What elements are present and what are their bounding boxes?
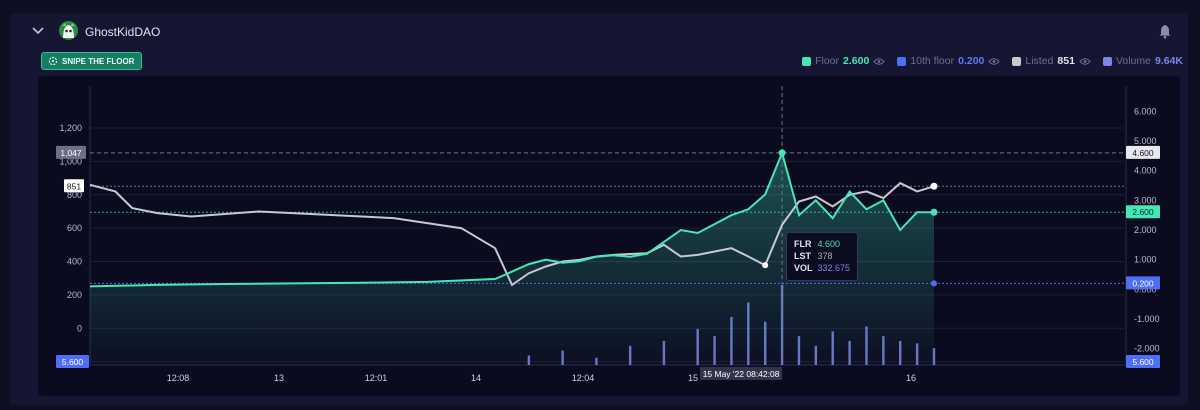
listed-last-marker [930, 182, 938, 190]
eye-icon[interactable] [873, 57, 885, 66]
left-bottom-badge [56, 355, 89, 368]
left-listed-badge-text: 851 [67, 181, 81, 191]
legend-item-floor[interactable]: Floor 2.600 [802, 55, 885, 67]
tenth-last-marker [931, 280, 937, 287]
eye-icon[interactable] [1079, 57, 1091, 66]
right-tick-label: 5.000 [1134, 136, 1157, 146]
chevron-down-icon[interactable] [28, 21, 48, 41]
x-tick-label: 12:08 [167, 373, 190, 383]
left-tick-label: 400 [67, 257, 82, 267]
snipe-label: SNIPE THE FLOOR [62, 56, 135, 66]
left-tick-label: 0 [77, 323, 82, 333]
left-tick-label: 200 [67, 290, 82, 300]
x-tick-label: 12:04 [572, 373, 595, 383]
left-tick-label: 600 [67, 223, 82, 233]
tooltip-row-flr: FLR 4.600 [794, 238, 857, 250]
right-floor-badge-text: 2.600 [1132, 207, 1154, 217]
floor-line [89, 149, 934, 288]
legend-swatch [897, 56, 907, 66]
axis-badges: 1,047 851 5.600 4.600 2.600 0.200 5.600 15 May … [56, 145, 1160, 380]
x-tick-label: 15 [688, 373, 698, 383]
right-tenth-badge [1126, 276, 1160, 290]
collection-logo [59, 21, 78, 40]
snipe-the-floor-button[interactable]: SNIPE THE FLOOR [41, 52, 143, 70]
x-tick-label: 16 [906, 373, 916, 383]
right-peak-badge [1126, 145, 1160, 159]
bell-icon[interactable] [1158, 23, 1172, 39]
crosshair-time-badge-text: 15 May '22 08:42:08 [703, 369, 780, 379]
legend-label: Volume [1115, 55, 1151, 67]
tooltip-value: 332.675 [817, 263, 851, 273]
x-axis: 12:08 13 12:01 14 12:04 15 16 [167, 373, 916, 383]
collection-name[interactable]: GhostKidDAO [85, 25, 161, 39]
legend-swatch [1102, 56, 1112, 66]
legend-swatch [802, 56, 812, 66]
tooltip-row-lst: LST 378 [794, 250, 857, 262]
legend-item-volume[interactable]: Volume 9.64K [1102, 55, 1183, 67]
right-tick-label: 3.000 [1134, 195, 1157, 205]
left-peak-badge-text: 1,047 [60, 148, 82, 158]
floor-area [90, 152, 934, 365]
crosshair-time-badge [700, 367, 783, 380]
left-peak-badge [56, 145, 86, 159]
listed-line [89, 181, 935, 287]
tooltip-value: 378 [817, 251, 833, 261]
floor-last-marker [930, 208, 938, 216]
legend-label: 10th floor [910, 55, 955, 67]
right-floor-badge [1126, 205, 1160, 219]
right-axis: 6.0005.0004.0003.0002.0001.0000.000-1.00… [1134, 106, 1160, 353]
right-bottom-badge-text: 5.600 [1132, 357, 1154, 367]
right-tick-label: 4.000 [1134, 166, 1157, 176]
legend-value: 0.200 [958, 55, 985, 67]
right-tick-label: -2.000 [1134, 344, 1160, 354]
left-listed-badge [64, 179, 84, 193]
right-peak-badge-text: 4.600 [1132, 148, 1154, 158]
tooltip-value: 4.600 [817, 239, 841, 249]
tooltip-row-vol: VOL 332.675 [794, 262, 857, 274]
left-tick-label: 1,200 [59, 123, 82, 133]
tooltip-key: VOL [794, 263, 813, 273]
legend-label: Floor [815, 55, 840, 67]
right-tick-label: 1.000 [1134, 255, 1157, 265]
x-tick-label: 13 [274, 373, 284, 383]
right-tick-label: -1.000 [1134, 314, 1160, 324]
crosshair-floor-marker [778, 149, 786, 157]
left-bottom-badge-text: 5.600 [62, 357, 84, 367]
tooltip-key: FLR [794, 239, 812, 249]
left-tick-label: 1,000 [59, 156, 82, 166]
chart-legend: Floor 2.600 10th floor 0.200 Listed 851 … [802, 55, 1183, 67]
legend-value: 9.64K [1154, 55, 1183, 67]
right-tick-label: 2.000 [1134, 225, 1157, 235]
legend-label: Listed [1025, 55, 1054, 67]
legend-item-10th-floor[interactable]: 10th floor 0.200 [897, 55, 1001, 67]
left-tick-label: 800 [67, 190, 82, 200]
crosshair-listed-marker [762, 262, 769, 269]
legend-item-listed[interactable]: Listed 851 [1012, 55, 1091, 67]
x-tick-label: 12:01 [365, 373, 388, 383]
tooltip-key: LST [794, 251, 811, 261]
legend-value: 2.600 [843, 55, 870, 67]
legend-swatch [1012, 56, 1022, 66]
right-tick-label: 6.000 [1134, 106, 1157, 116]
crosshair-tooltip: FLR 4.600 LST 378 VOL 332.675 [786, 232, 858, 281]
target-icon [48, 56, 58, 66]
right-tenth-badge-text: 0.200 [1132, 278, 1154, 288]
x-tick-label: 14 [471, 373, 481, 383]
legend-value: 851 [1057, 55, 1075, 67]
series-markers [762, 149, 938, 287]
eye-icon[interactable] [988, 57, 1001, 66]
right-bottom-badge [1126, 355, 1160, 368]
